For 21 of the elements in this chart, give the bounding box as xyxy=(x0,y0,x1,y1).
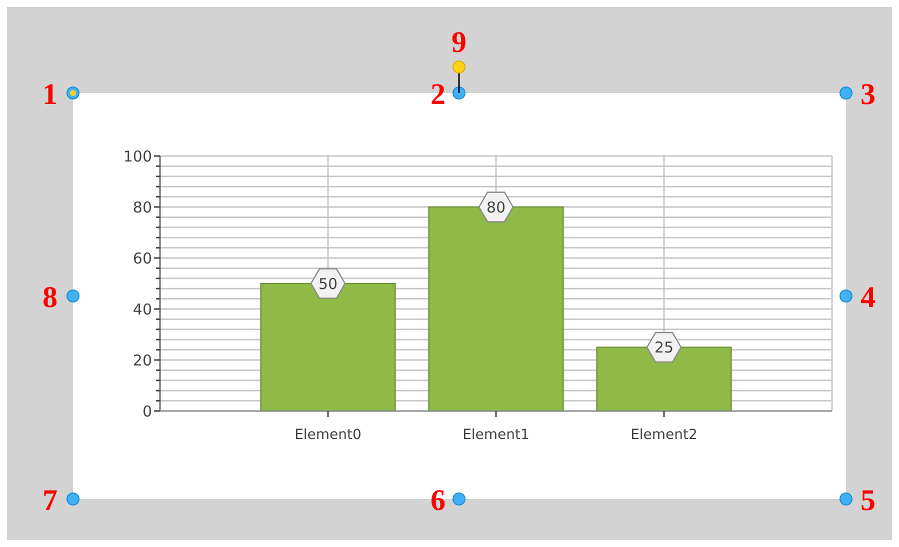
text: 3 xyxy=(860,78,876,111)
y-tick-label: 0 xyxy=(142,402,152,420)
x-tick-label: Element2 xyxy=(630,427,698,443)
y-tick-label: 20 xyxy=(132,351,152,370)
text: 8 xyxy=(42,280,58,314)
y-tick-label: 60 xyxy=(132,249,152,268)
y-tick-label: 80 xyxy=(132,198,152,216)
text: 1 xyxy=(42,78,58,111)
data-label: 25 xyxy=(654,338,674,357)
text: 2 xyxy=(430,78,446,111)
x-tick-label: Element1 xyxy=(462,427,530,443)
data-label: 80 xyxy=(486,198,506,216)
text: 4 xyxy=(860,280,876,314)
y-tick-label: 100 xyxy=(123,147,152,166)
text: 5 xyxy=(860,484,876,517)
text: 7 xyxy=(42,484,58,517)
y-tick-label: 40 xyxy=(132,300,152,318)
text: 9 xyxy=(452,26,466,59)
x-tick-label: Element0 xyxy=(294,427,362,443)
data-label: 50 xyxy=(318,274,338,293)
text: 6 xyxy=(430,484,446,517)
